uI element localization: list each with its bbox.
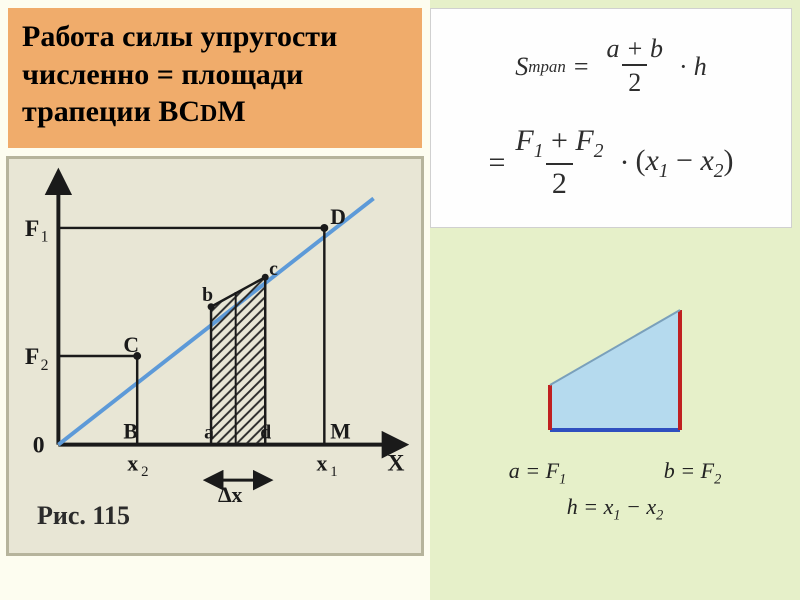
frac-F: F1 + F2 2 xyxy=(509,124,609,203)
a-label: a = F1 xyxy=(509,458,566,488)
svg-text:2: 2 xyxy=(141,464,148,480)
svg-text:1: 1 xyxy=(330,464,337,480)
slide-root: Работа силы упругости численно = площади… xyxy=(0,0,800,600)
b-eq: b = F xyxy=(664,458,714,483)
h-sub2: 2 xyxy=(656,508,663,524)
title-line2: численно = площади xyxy=(22,58,303,91)
formula-row-2: = F1 + F2 2 · (x1 − x2) xyxy=(449,124,773,203)
ab-num: a + b xyxy=(601,34,670,64)
h-minus: − x xyxy=(621,494,657,519)
svg-text:C: C xyxy=(123,333,139,357)
svg-text:a: a xyxy=(204,422,214,444)
figure-label: Рис. 115 xyxy=(37,501,130,531)
minus: − xyxy=(669,144,701,177)
h-sub1: 1 xyxy=(613,508,620,524)
svg-text:d: d xyxy=(260,422,271,444)
svg-text:x: x xyxy=(316,451,327,475)
graph-area: 0 X F1 F2 x2 x1 B C D M a d b c Δx Рис. … xyxy=(6,156,424,556)
frac-ab: a + b 2 xyxy=(601,34,670,100)
svg-text:2: 2 xyxy=(41,357,49,374)
graph-svg: 0 X F1 F2 x2 x1 B C D M a d b c Δx xyxy=(9,159,421,553)
svg-text:c: c xyxy=(269,258,278,280)
svg-text:F: F xyxy=(25,344,39,370)
a-sub: 1 xyxy=(559,471,566,487)
svg-text:D: D xyxy=(330,205,346,229)
svg-text:x: x xyxy=(127,451,138,475)
formula-row-1: Sтрап = a + b 2 · h xyxy=(449,34,773,100)
trapezoid-panel: a = F1 b = F2 h = x1 − x2 xyxy=(460,300,770,570)
x-axis-label: X xyxy=(387,450,404,476)
dot-1: · xyxy=(679,52,688,82)
title-line3: трапеции BC xyxy=(22,95,200,128)
S-sub: трап xyxy=(528,57,566,77)
paren: (x1 − x2) xyxy=(635,144,733,183)
dot-2: · xyxy=(619,146,629,180)
b-sub: 2 xyxy=(714,471,721,487)
F1: F xyxy=(515,124,533,157)
title-line1: Работа силы упругости xyxy=(22,20,337,53)
S-label: S xyxy=(515,52,528,82)
F2-sub: 2 xyxy=(594,141,604,162)
x1: x xyxy=(645,144,658,177)
F2: F xyxy=(575,124,593,157)
svg-text:b: b xyxy=(202,284,213,306)
h-var: h xyxy=(694,52,707,82)
svg-text:B: B xyxy=(123,420,137,444)
plus: + xyxy=(543,124,575,157)
delta-x-label: Δx xyxy=(218,483,243,507)
b-label: b = F2 xyxy=(664,458,721,488)
title-box: Работа силы упругости численно = площади… xyxy=(8,8,422,148)
svg-text:M: M xyxy=(330,420,350,444)
x2: x xyxy=(700,144,713,177)
F-den: 2 xyxy=(546,163,573,203)
x2-sub: 2 xyxy=(714,161,724,182)
h-eq: h = x xyxy=(567,494,614,519)
ab-den: 2 xyxy=(622,64,647,100)
title-line3-end: M xyxy=(217,95,245,128)
a-eq: a = F xyxy=(509,458,559,483)
trapezoid-labels: a = F1 b = F2 xyxy=(460,458,770,488)
F1-sub: 1 xyxy=(534,141,544,162)
svg-text:1: 1 xyxy=(41,229,49,246)
F-num: F1 + F2 xyxy=(509,124,609,163)
trapezoid-svg xyxy=(535,300,695,450)
formula-box: Sтрап = a + b 2 · h = F1 + F2 2 · (x1 − … xyxy=(430,8,792,228)
h-label: h = x1 − x2 xyxy=(460,494,770,524)
eq-1: = xyxy=(574,52,589,82)
origin-label: 0 xyxy=(33,433,45,459)
title-line3-small: D xyxy=(200,101,217,127)
x1-sub: 1 xyxy=(659,161,669,182)
eq-2: = xyxy=(488,146,505,180)
svg-text:F: F xyxy=(25,216,39,242)
